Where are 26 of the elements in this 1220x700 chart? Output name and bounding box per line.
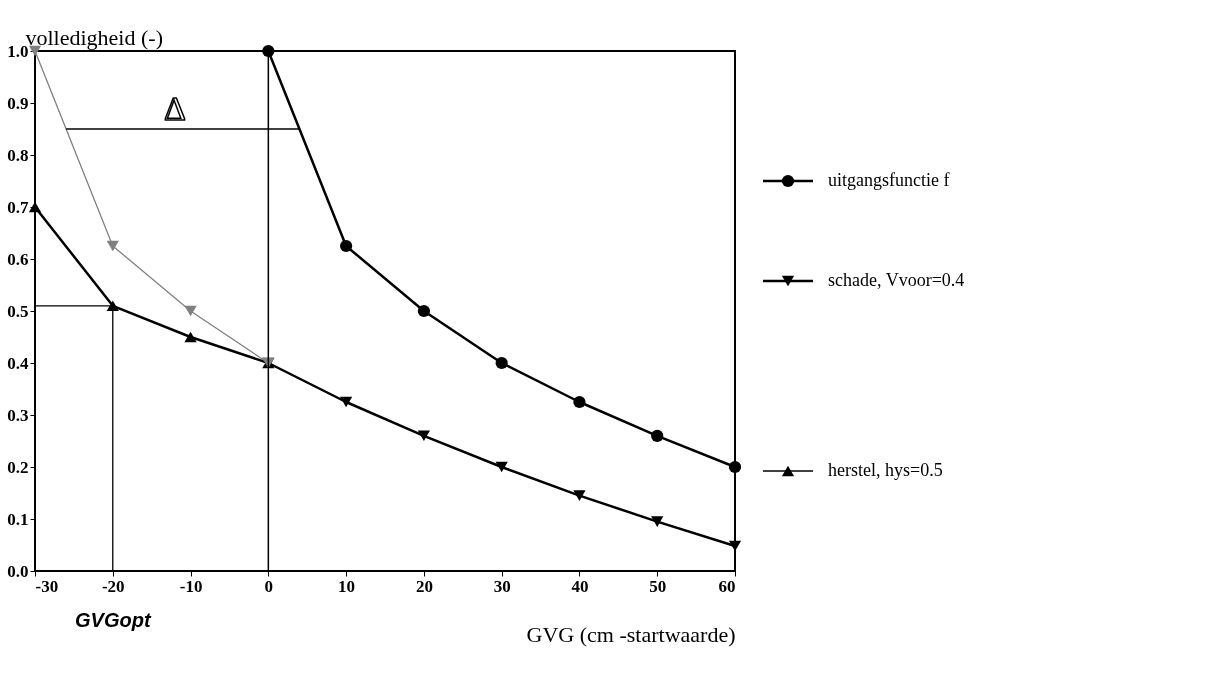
y-tick-label: 0.6 bbox=[7, 249, 29, 269]
text: GVGopt bbox=[75, 609, 152, 631]
y-tick-label: 0.3 bbox=[7, 405, 29, 425]
y-tick-label: 0.7 bbox=[7, 197, 29, 217]
y-tick-label: 0.5 bbox=[7, 301, 29, 321]
legend-label: schade, Vvoor=0.4 bbox=[828, 270, 965, 290]
y-tick-label: 0.0 bbox=[7, 561, 29, 581]
y-tick-label: 0.1 bbox=[7, 509, 29, 529]
x-tick-label: -20 bbox=[101, 576, 125, 596]
y-tick-label: 0.4 bbox=[7, 353, 29, 373]
legend-label: herstel, hys=0.5 bbox=[828, 460, 943, 480]
x-tick-label: 30 bbox=[493, 576, 511, 596]
y-tick-label: 0.9 bbox=[7, 93, 29, 113]
x-tick-label: 10 bbox=[338, 576, 356, 596]
x-tick-label: 0 bbox=[264, 576, 274, 596]
annotation: Δ bbox=[164, 90, 186, 127]
x-tick-label: 40 bbox=[571, 576, 589, 596]
x-tick-label: 60 bbox=[718, 576, 736, 596]
x-tick-label: -10 bbox=[179, 576, 203, 596]
x-tick-label: 50 bbox=[649, 576, 667, 596]
y-tick-label: 0.8 bbox=[7, 145, 29, 165]
legend-label: uitgangsfunctie f bbox=[828, 170, 950, 190]
x-tick-label: 20 bbox=[415, 576, 433, 596]
x-tick-label: -30 bbox=[35, 576, 59, 596]
x-axis-title: GVG (cm -startwaarde) bbox=[526, 621, 736, 647]
y-tick-label: 0.2 bbox=[7, 457, 29, 477]
